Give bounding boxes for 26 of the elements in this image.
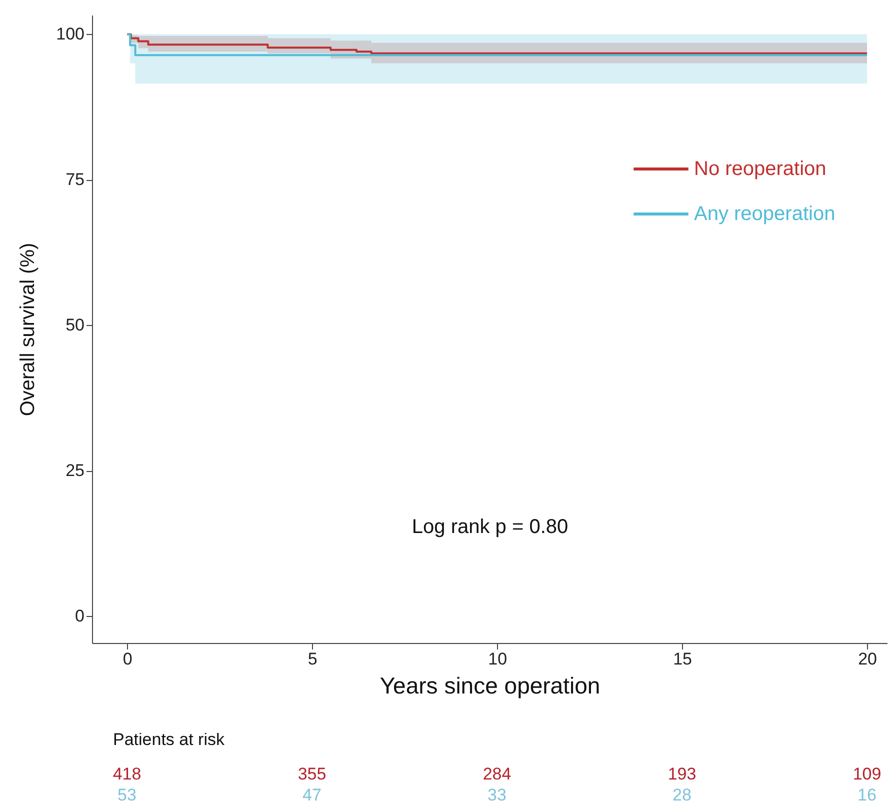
x-tick-label: 5 <box>308 650 318 668</box>
text: 284 <box>482 764 512 784</box>
text: 418 <box>112 764 142 784</box>
y-tick-label: 75 <box>66 170 84 190</box>
text: 53 <box>118 785 136 804</box>
legend-label: Any reoperation <box>694 203 836 225</box>
y-tick-label: 0 <box>75 606 84 626</box>
y-axis-title: Overall survival (%) <box>17 242 40 416</box>
legend-label: No reoperation <box>694 158 826 180</box>
text: 193 <box>668 764 696 784</box>
text: 109 <box>852 764 882 784</box>
x-tick-label: 10 <box>488 650 508 668</box>
text: Patients at risk <box>113 730 225 749</box>
x-tick-label: 15 <box>673 650 692 668</box>
annotation: Log rank p = 0.80 <box>412 516 568 538</box>
y-tick-label: 50 <box>66 316 84 335</box>
text: 28 <box>672 785 692 804</box>
x-axis-title: Years since operation <box>380 672 600 698</box>
text: 47 <box>302 785 322 804</box>
text: 33 <box>488 785 506 804</box>
y-tick-label: 100 <box>56 24 84 44</box>
x-tick-label: 0 <box>122 650 132 668</box>
text: 16 <box>858 785 876 804</box>
x-tick-label: 20 <box>858 650 877 668</box>
text: 355 <box>298 764 326 784</box>
y-tick-label: 25 <box>66 461 84 480</box>
